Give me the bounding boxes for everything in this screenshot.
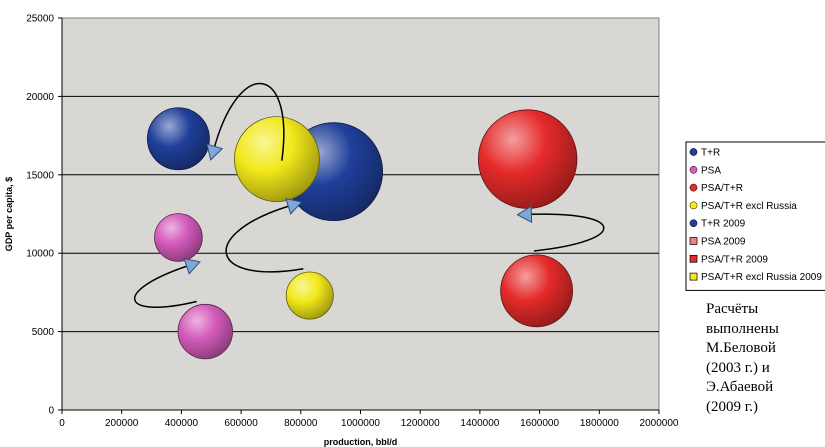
legend-marker [689, 165, 698, 174]
x-tick-label: 1600000 [520, 418, 559, 429]
legend-marker [689, 148, 698, 156]
y-tick-label: 15000 [26, 170, 54, 181]
note-line: (2009 г.) [706, 398, 758, 415]
bubble-psa-t-r [500, 254, 573, 328]
legend-frame [685, 141, 825, 291]
y-axis-title: GDP per capita, $ [4, 177, 14, 251]
x-tick-label: 1200000 [401, 418, 440, 429]
legend-label: T+R [701, 148, 720, 159]
legend-marker [689, 272, 698, 281]
axes: 0 5000 10000 15000 20000 25000 0 200000 400000 60… [26, 14, 679, 430]
x-tick-label: 2000000 [640, 418, 679, 429]
y-tick-label: 5000 [32, 327, 55, 338]
arrowhead [516, 205, 533, 224]
legend-label: PSA/T+R excl Russia [701, 201, 797, 212]
transition-arrow [225, 205, 304, 273]
note-line: (2003 г.) и [706, 359, 770, 376]
legend-label: T+R 2009 [701, 219, 746, 230]
x-tick-label: 1000000 [341, 418, 380, 429]
x-axis-title: production, bbl/d [324, 437, 398, 447]
bubble-psa-t-r-excl-russia [285, 271, 334, 320]
y-tick-label: 25000 [26, 14, 54, 25]
note-line: Расчёты [706, 301, 759, 317]
note-line: Э.Абаевой [706, 379, 774, 396]
legend-marker [689, 237, 698, 245]
bubble-psa [154, 213, 203, 262]
x-tick-label: 400000 [165, 418, 199, 429]
legend-label: PSA [701, 165, 721, 176]
y-tick-label: 0 [48, 406, 54, 417]
legend-marker [689, 201, 698, 210]
transition-arrow [134, 265, 197, 309]
arrowhead [206, 143, 224, 161]
arrowhead [183, 258, 201, 275]
legend: T+R PSA PSA/T+R PSA/T+R excl Russia T+R 2009… [685, 141, 825, 291]
transition-arrows [134, 82, 605, 309]
bubble-psa-t-r-2009 [477, 109, 578, 209]
y-tick-label: 20000 [26, 92, 54, 103]
transition-arrow [213, 82, 285, 161]
legend-marker [689, 254, 698, 263]
y-tick-label: 10000 [26, 249, 54, 260]
legend-label: PSA/T+R excl Russia 2009 [701, 272, 822, 283]
authors-note: Расчёты выполнены М.Беловой (2003 г.) и Э.Аб… [706, 300, 816, 418]
x-tick-label: 600000 [224, 418, 258, 429]
arrowhead [285, 197, 303, 215]
x-tick-label: 800000 [284, 418, 318, 429]
transition-arrow [531, 213, 605, 252]
note-line: М.Беловой [706, 340, 776, 357]
bubbles [147, 107, 578, 360]
x-tick-label: 1800000 [580, 418, 619, 429]
plot-area [61, 17, 660, 411]
x-tick-label: 0 [59, 418, 65, 429]
x-tick-label: 1400000 [460, 418, 499, 429]
legend-label: PSA/T+R 2009 [701, 254, 768, 265]
note-line: выполнены [706, 320, 779, 337]
bubble-t-r [147, 107, 210, 171]
legend-marker [689, 219, 698, 228]
legend-label: PSA/T+R [701, 183, 743, 194]
bubble-psa-2009 [177, 303, 233, 360]
legend-marker [689, 183, 698, 192]
legend-label: PSA 2009 [701, 237, 746, 248]
bubble-psa-t-r-excl-russia-2009 [234, 116, 320, 202]
x-tick-label: 200000 [105, 418, 139, 429]
